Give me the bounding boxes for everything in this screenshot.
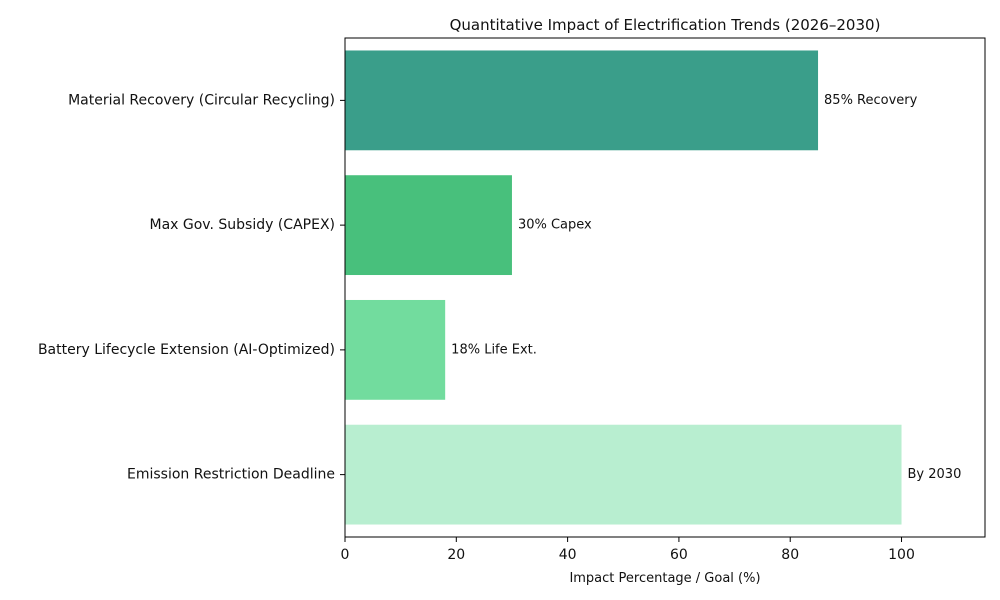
- x-tick-label: 20: [447, 547, 465, 563]
- x-tick-label: 60: [670, 547, 688, 563]
- bar: [345, 175, 512, 276]
- x-axis-label: Impact Percentage / Goal (%): [569, 571, 760, 586]
- plot-frame: [344, 37, 986, 538]
- category-label: Material Recovery (Circular Recycling): [68, 92, 335, 108]
- bar: [345, 424, 902, 525]
- bars-layer: [345, 50, 902, 525]
- category-label: Max Gov. Subsidy (CAPEX): [149, 217, 335, 233]
- x-axis-ticks: 0 20 40 60 80 100: [341, 537, 915, 563]
- x-tick-label: 100: [888, 547, 915, 563]
- bar: [345, 50, 819, 151]
- data-labels: 85% Recovery 30% Capex 18% Life Ext. By 203…: [451, 93, 961, 482]
- data-label: By 2030: [908, 467, 962, 482]
- category-label: Emission Restriction Deadline: [127, 467, 335, 483]
- category-label: Battery Lifecycle Extension (AI-Optimize…: [38, 342, 335, 358]
- chart-title: Quantitative Impact of Electrification T…: [450, 16, 881, 34]
- x-tick-label: 0: [341, 547, 350, 563]
- x-tick-label: 80: [781, 547, 799, 563]
- category-labels: Material Recovery (Circular Recycling) Ma…: [38, 92, 345, 483]
- data-label: 30% Capex: [518, 218, 592, 233]
- bar: [345, 299, 446, 400]
- data-label: 85% Recovery: [824, 93, 918, 108]
- x-tick-label: 40: [559, 547, 577, 563]
- data-label: 18% Life Ext.: [451, 342, 537, 357]
